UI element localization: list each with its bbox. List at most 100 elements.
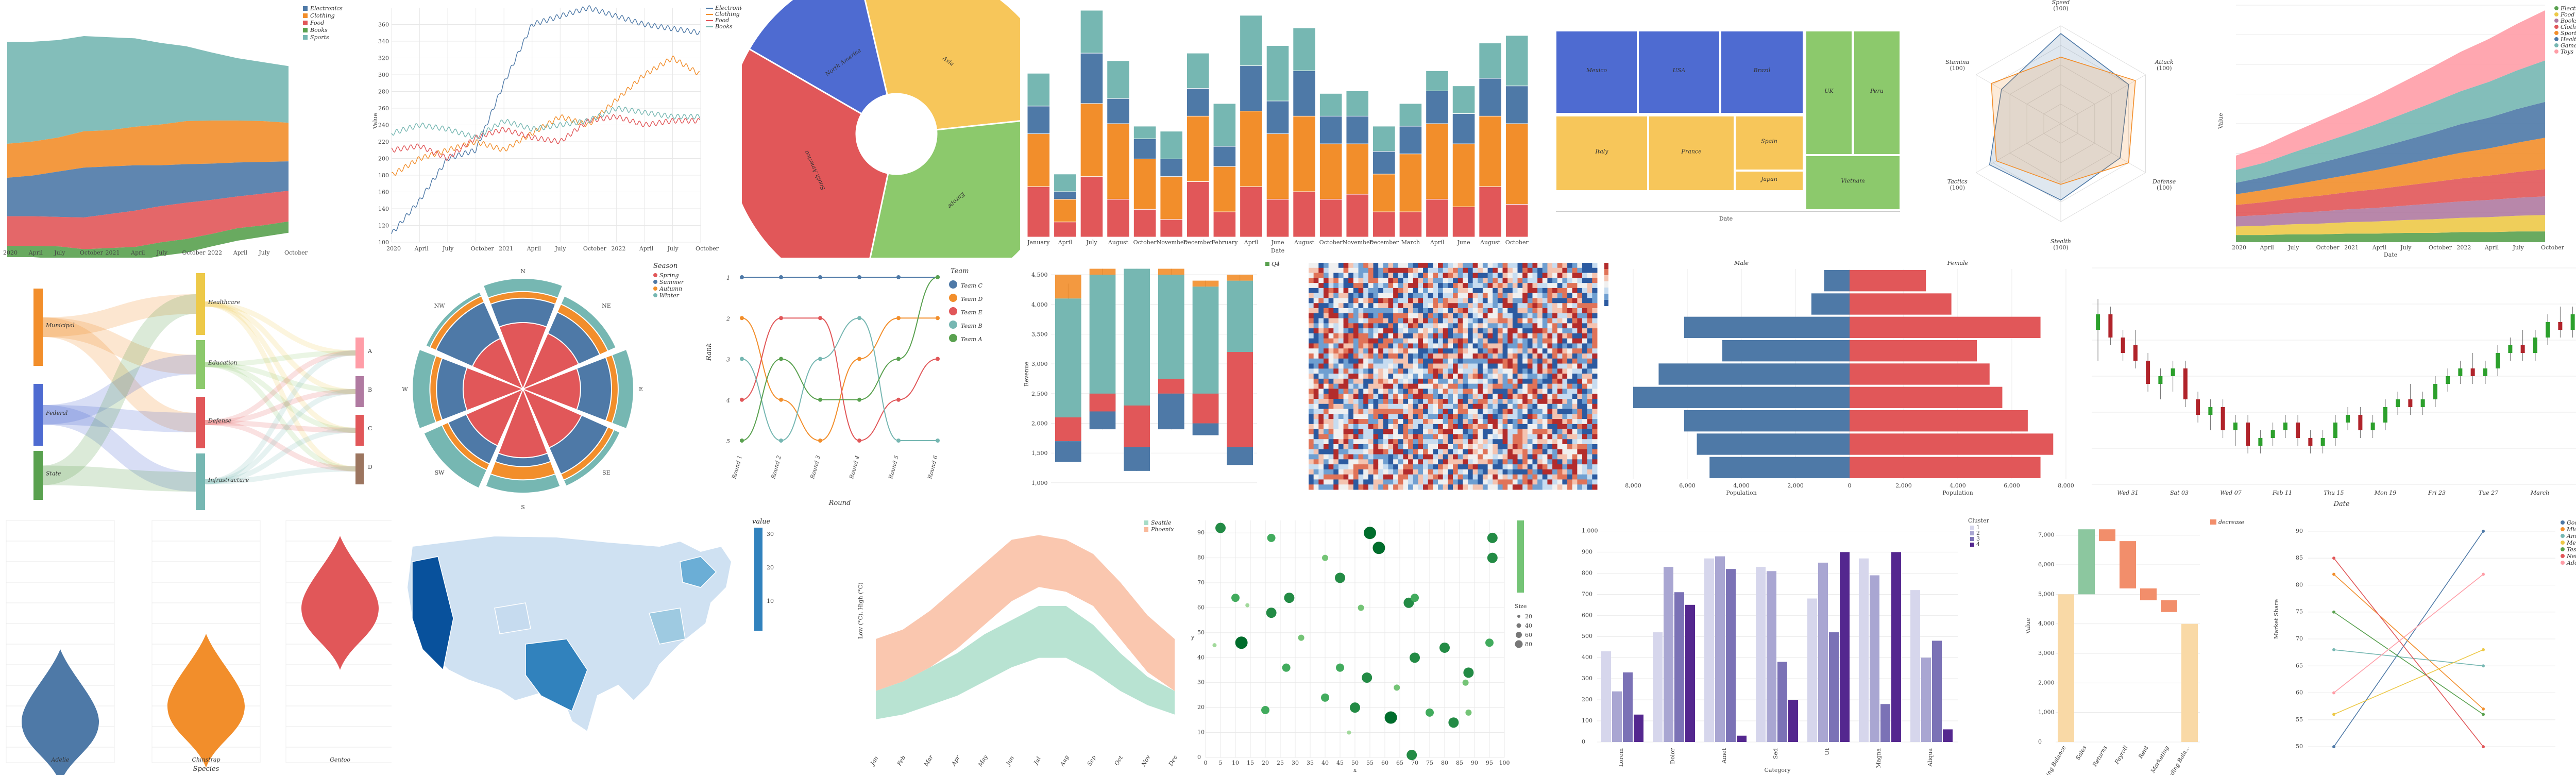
heat-cell: [1328, 278, 1334, 283]
heat-cell: [1398, 368, 1403, 374]
heat-cell: [1567, 449, 1573, 455]
heat-cell: [1368, 399, 1374, 405]
heat-cell: [1443, 464, 1448, 470]
heat-cell: [1572, 343, 1578, 349]
bump-point: [936, 275, 940, 279]
heat-cell: [1467, 409, 1473, 414]
heat-cell: [1507, 449, 1513, 455]
heat-cell: [1487, 414, 1493, 419]
heat-cell: [1562, 403, 1568, 410]
heat-cell: [1338, 288, 1344, 294]
heat-cell: [1532, 484, 1538, 490]
bar-segment: [1160, 219, 1183, 238]
heat-cell: [1582, 333, 1588, 339]
heat-cell: [1423, 343, 1429, 349]
heat-cell: [1313, 363, 1319, 369]
heat-cell: [1537, 273, 1543, 278]
heat-cell: [1318, 338, 1324, 344]
sankey-node: [33, 384, 43, 446]
heat-cell: [1333, 378, 1339, 384]
bar-sed: [1788, 700, 1798, 742]
heat-cell: [1532, 273, 1538, 278]
heat-cell: [1309, 368, 1314, 374]
heat-cell: [1502, 323, 1508, 329]
heat-cell: [1458, 313, 1463, 319]
heat-cell: [1577, 394, 1583, 399]
heat-cell: [1507, 278, 1513, 283]
heat-cell: [1328, 383, 1334, 389]
heat-cell: [1383, 444, 1388, 450]
heat-cell: [1502, 419, 1508, 425]
heat-cell: [1393, 439, 1399, 445]
bar-segment: [1319, 115, 1343, 144]
heat-cell: [1482, 414, 1488, 419]
heat-cell: [1557, 399, 1563, 405]
heat-cell: [1358, 358, 1364, 364]
heat-cell: [1418, 424, 1423, 430]
heat-cell: [1318, 484, 1324, 490]
heat-cell: [1463, 298, 1468, 304]
heat-cell: [1368, 414, 1374, 419]
stream-electronics: [7, 161, 289, 217]
heat-cell: [1527, 419, 1533, 425]
heat-cell: [1318, 343, 1324, 349]
heat-cell: [1348, 333, 1354, 339]
heat-cell: [1393, 348, 1399, 354]
heat-cell: [1423, 394, 1429, 399]
heat-cell: [1542, 439, 1548, 445]
male-bar: [1684, 410, 1850, 432]
legend-label: Team B: [961, 323, 982, 329]
heat-cell: [1363, 348, 1369, 354]
heat-cell: [1493, 378, 1498, 384]
heat-cell: [1502, 338, 1508, 344]
heat-cell: [1388, 439, 1394, 445]
heat-cell: [1403, 353, 1409, 359]
legend-swatch: [2554, 25, 2558, 29]
bar-aliqua: [1943, 729, 1953, 742]
heat-cell: [1443, 278, 1448, 283]
heat-cell: [1532, 318, 1538, 324]
heat-cell: [1408, 313, 1414, 319]
heat-cell: [1418, 358, 1423, 364]
heat-cell: [1309, 474, 1314, 480]
heat-cell: [1482, 429, 1488, 434]
heat-cell: [1378, 389, 1384, 394]
sankey-chart: Municipal Federal State Healthcare Education…: [0, 258, 392, 515]
heat-cell: [1448, 464, 1453, 470]
heat-cell: [1338, 313, 1344, 319]
heat-cell: [1517, 394, 1523, 399]
heat-cell: [1353, 383, 1359, 389]
heat-cell: [1562, 484, 1568, 490]
female-bar: [1850, 293, 1952, 315]
heat-cell: [1453, 474, 1459, 480]
heat-cell: [1358, 444, 1364, 450]
area-clothing: [2236, 169, 2545, 216]
size-legend-circle: [1515, 640, 1523, 648]
legend-label: Electronics: [310, 5, 343, 12]
bar-segment: [1160, 176, 1183, 220]
legend-label: Adobe: [2566, 560, 2576, 566]
heat-cell: [1428, 328, 1433, 334]
axis-max-label: (100): [2053, 244, 2069, 251]
legend-label: Books: [715, 23, 733, 30]
heat-cell: [1423, 328, 1429, 334]
y-axis-label: Rank: [705, 343, 713, 361]
heat-cell: [1358, 484, 1364, 490]
bar-segment: [1054, 222, 1077, 238]
x-tick: 8,000: [1625, 482, 1641, 489]
heat-cell: [1582, 399, 1588, 405]
heat-cell: [1318, 459, 1324, 465]
y-axis-label: Low (°C), High (°C): [857, 582, 864, 639]
heat-cell: [1527, 368, 1533, 374]
heat-cell: [1423, 323, 1429, 329]
heat-cell: [1582, 273, 1588, 278]
axis-max-label: (100): [1950, 65, 1965, 72]
legend-label: Food: [310, 20, 324, 26]
heat-cell: [1572, 318, 1578, 324]
heat-cell: [1383, 374, 1388, 379]
heat-cell: [1482, 298, 1488, 304]
x-tick: 55: [1366, 760, 1374, 766]
heat-cell: [1398, 263, 1403, 268]
heat-cell: [1398, 278, 1403, 283]
heat-cell: [1353, 464, 1359, 470]
